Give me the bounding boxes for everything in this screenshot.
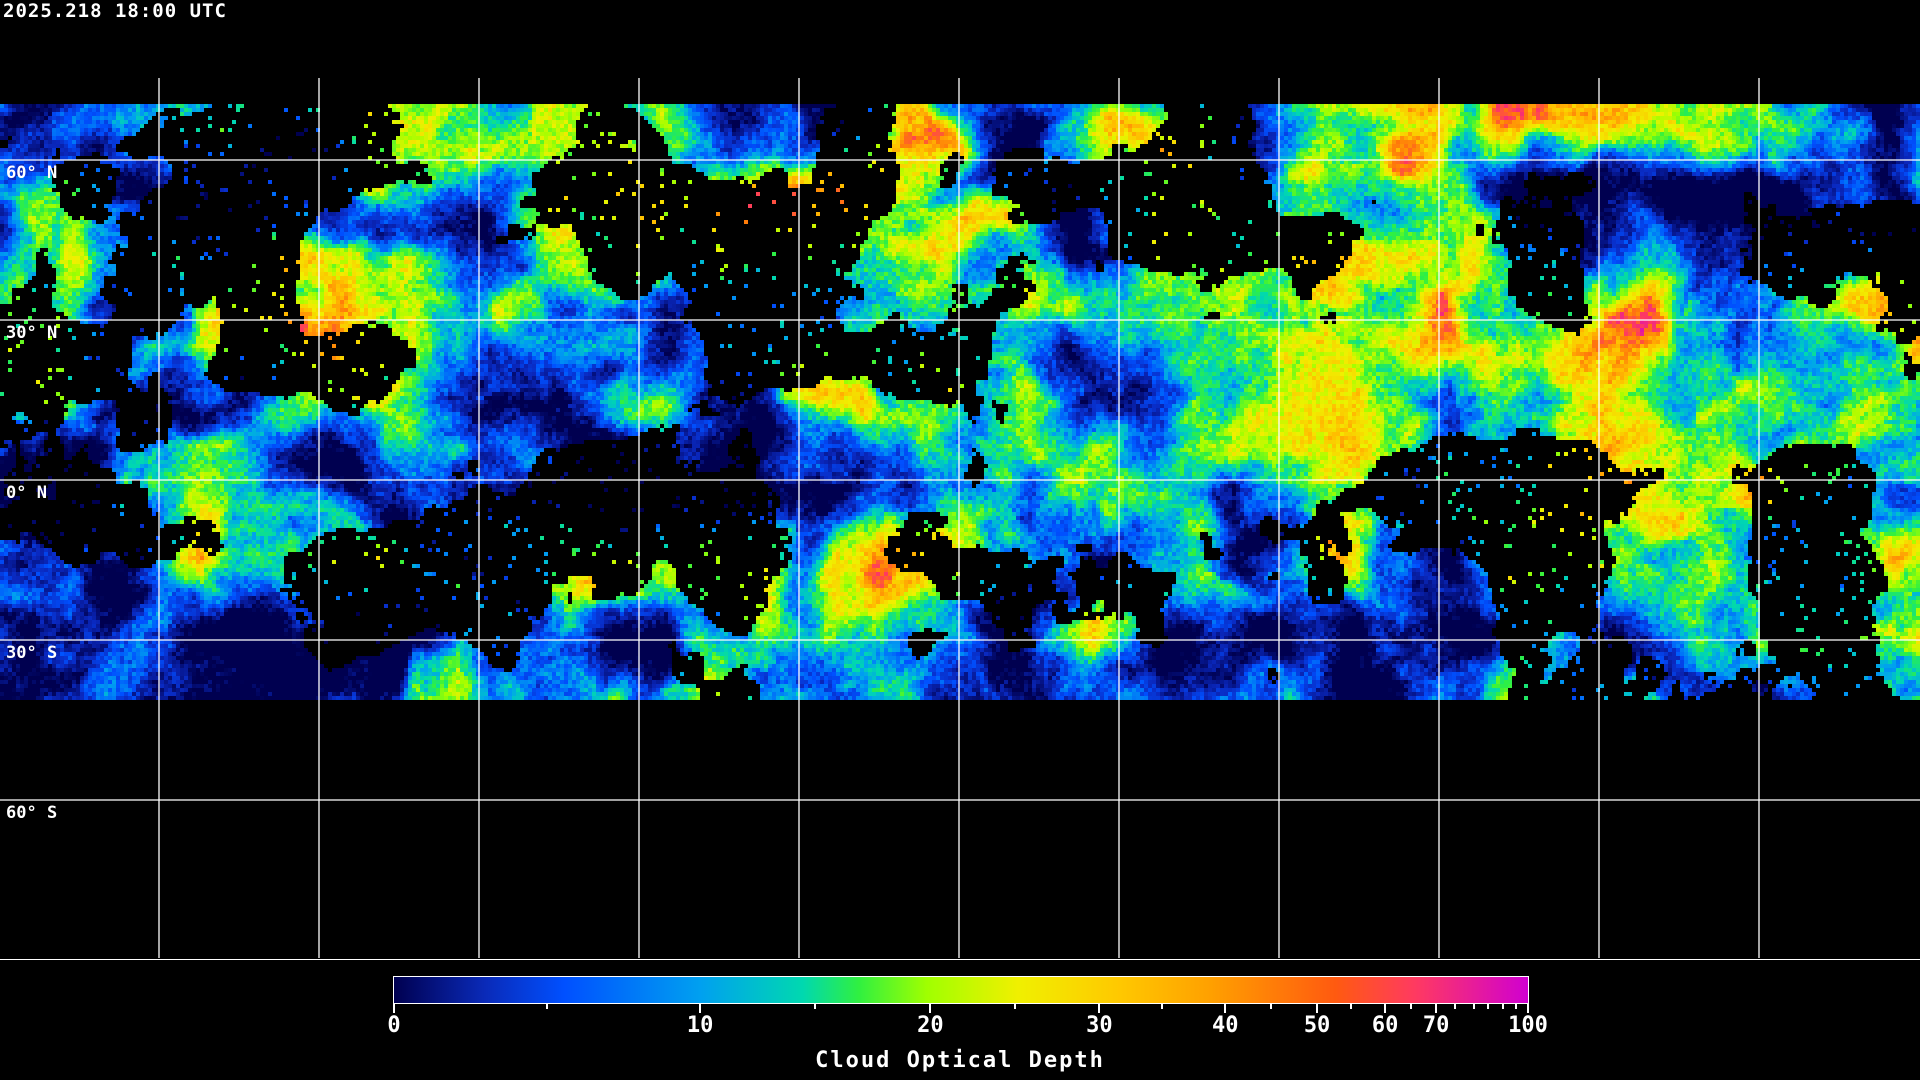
minor-tick <box>1161 1003 1164 1009</box>
minor-tick <box>1013 1003 1016 1009</box>
minor-tick <box>1502 1003 1505 1009</box>
tick-label: 10 <box>686 1013 714 1038</box>
minor-tick <box>1453 1003 1456 1009</box>
colorbar-title: Cloud Optical Depth <box>815 1048 1105 1073</box>
tick-label: 50 <box>1303 1013 1331 1038</box>
minor-tick <box>1409 1003 1412 1009</box>
lat-label-30n: 30° N <box>6 323 58 343</box>
lat-lon-gridlines <box>0 78 1920 958</box>
major-tick <box>1316 1003 1319 1013</box>
lat-label-60n: 60° N <box>6 163 58 183</box>
major-tick <box>393 1003 395 1013</box>
major-tick <box>699 1003 702 1013</box>
map-bottom-border <box>0 959 1920 960</box>
major-tick <box>1098 1003 1101 1013</box>
minor-tick <box>546 1003 549 1009</box>
major-tick <box>1224 1003 1227 1013</box>
tick-label: 20 <box>917 1013 944 1038</box>
tick-label: 100 <box>1508 1013 1548 1038</box>
minor-tick <box>1487 1003 1490 1009</box>
tick-label: 40 <box>1211 1013 1239 1038</box>
lat-label-0n: 0° N <box>6 483 47 503</box>
tick-label: 30 <box>1086 1013 1113 1038</box>
major-tick <box>1527 1003 1529 1013</box>
tick-label: 0 <box>387 1013 401 1038</box>
tick-label: 60 <box>1371 1013 1399 1038</box>
major-tick <box>1384 1003 1387 1013</box>
colorbar <box>393 976 1529 1004</box>
minor-tick <box>1472 1003 1475 1009</box>
major-tick <box>1435 1003 1438 1013</box>
lat-label-60s: 60° S <box>6 803 58 823</box>
minor-tick <box>1514 1003 1517 1009</box>
minor-tick <box>1350 1003 1353 1009</box>
lat-label-30s: 30° S <box>6 643 58 663</box>
minor-tick <box>814 1003 817 1009</box>
tick-label: 70 <box>1422 1013 1450 1038</box>
minor-tick <box>1270 1003 1273 1009</box>
major-tick <box>929 1003 932 1013</box>
timestamp-label: 2025.218 18:00 UTC <box>3 0 227 22</box>
